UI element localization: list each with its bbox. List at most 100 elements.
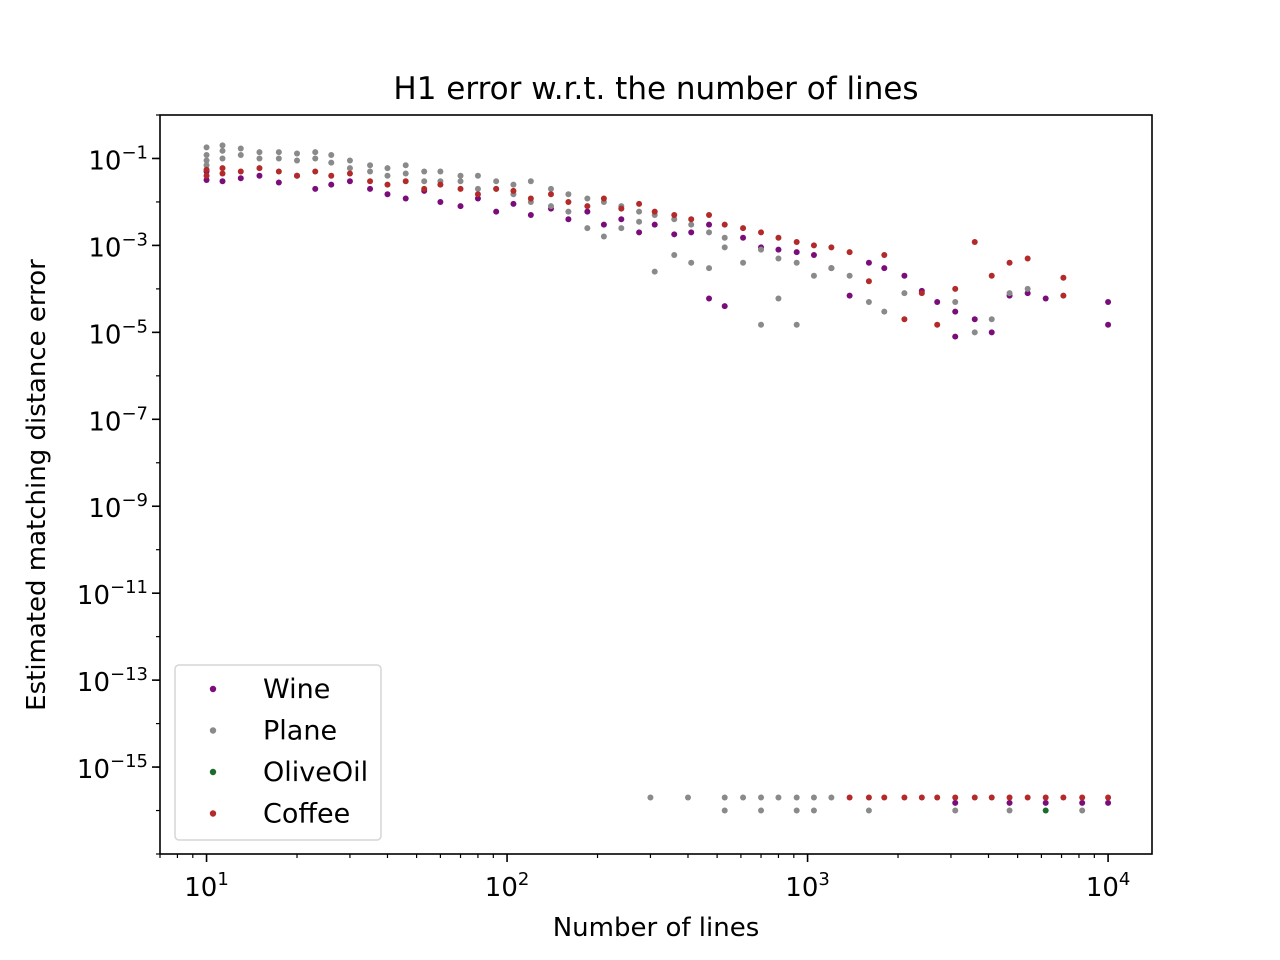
- point-coffee: [918, 794, 925, 801]
- y-tick-label-exponent: −1: [121, 142, 148, 163]
- point-plane: [547, 203, 554, 210]
- chart-title: H1 error w.r.t. the number of lines: [393, 71, 918, 107]
- point-wine: [346, 178, 353, 185]
- legend-label-coffee: Coffee: [263, 799, 350, 830]
- point-wine: [901, 272, 908, 279]
- point-coffee: [493, 185, 500, 192]
- point-plane: [493, 178, 500, 185]
- point-wine: [934, 298, 941, 305]
- point-plane: [328, 152, 335, 159]
- point-coffee: [600, 195, 607, 202]
- point-coffee: [457, 185, 464, 192]
- point-coffee: [971, 794, 978, 801]
- point-wine: [952, 333, 959, 340]
- points-layer: [203, 142, 1112, 814]
- point-plane: [758, 807, 765, 814]
- point-plane: [810, 794, 817, 801]
- point-plane: [346, 165, 353, 172]
- point-plane: [237, 152, 244, 159]
- point-coffee: [952, 285, 959, 292]
- legend-box: [174, 664, 382, 841]
- x-axis: 101 102 103 104: [159, 854, 1131, 903]
- point-coffee: [846, 794, 853, 801]
- point-coffee: [901, 794, 908, 801]
- point-plane: [421, 168, 428, 175]
- point-coffee: [934, 794, 941, 801]
- x-tick-label-base: 10: [785, 873, 818, 903]
- point-plane: [721, 244, 728, 251]
- point-plane: [565, 191, 572, 198]
- point-coffee: [706, 212, 713, 219]
- point-plane: [636, 218, 643, 225]
- point-coffee: [775, 234, 782, 241]
- point-wine: [1105, 321, 1112, 328]
- point-coffee: [865, 794, 872, 801]
- point-plane: [219, 155, 226, 162]
- point-plane: [881, 308, 888, 315]
- y-tick-label-base: 10: [77, 755, 110, 785]
- y-tick-label: 10−5: [88, 316, 148, 350]
- point-plane: [600, 233, 607, 240]
- point-plane: [793, 321, 800, 328]
- point-wine: [312, 185, 319, 192]
- point-wine: [237, 175, 244, 182]
- legend-label-plane: Plane: [263, 716, 337, 747]
- point-oliveoil: [1042, 807, 1049, 814]
- x-tick-label: 104: [1086, 869, 1131, 903]
- point-wine: [952, 799, 959, 806]
- point-coffee: [636, 200, 643, 207]
- point-plane: [865, 298, 872, 305]
- point-coffee: [758, 229, 765, 236]
- point-wine: [651, 221, 658, 228]
- point-plane: [384, 165, 391, 172]
- point-coffee: [237, 168, 244, 175]
- point-plane: [367, 162, 374, 169]
- point-wine: [706, 295, 713, 302]
- point-wine: [775, 246, 782, 253]
- point-coffee: [527, 195, 534, 202]
- point-plane: [584, 225, 591, 232]
- point-coffee: [219, 170, 226, 177]
- point-wine: [510, 200, 517, 207]
- point-plane: [346, 157, 353, 164]
- point-plane: [203, 157, 210, 164]
- point-wine: [219, 178, 226, 185]
- point-coffee: [988, 272, 995, 279]
- point-plane: [474, 185, 481, 192]
- point-wine: [1042, 295, 1049, 302]
- point-coffee: [203, 172, 210, 179]
- point-wine: [971, 316, 978, 323]
- point-coffee: [275, 168, 282, 175]
- legend-marker-plane: [209, 727, 217, 734]
- point-plane: [651, 268, 658, 275]
- point-coffee: [1079, 794, 1086, 801]
- point-wine: [618, 216, 625, 223]
- legend-label-wine: Wine: [263, 674, 330, 705]
- point-plane: [988, 316, 995, 323]
- point-wine: [493, 208, 500, 215]
- point-plane: [237, 145, 244, 152]
- point-coffee: [1006, 259, 1013, 266]
- point-coffee: [203, 166, 210, 173]
- point-wine: [256, 172, 263, 179]
- point-plane: [647, 794, 654, 801]
- y-tick-label-base: 10: [88, 494, 121, 524]
- point-plane: [793, 807, 800, 814]
- point-coffee: [918, 290, 925, 297]
- point-coffee: [256, 165, 263, 172]
- point-plane: [684, 794, 691, 801]
- point-coffee: [565, 198, 572, 205]
- point-wine: [474, 195, 481, 202]
- point-wine: [328, 181, 335, 188]
- point-coffee: [881, 252, 888, 259]
- point-plane: [565, 208, 572, 215]
- point-plane: [367, 168, 374, 175]
- legend-marker-wine: [209, 685, 217, 693]
- point-plane: [203, 162, 210, 169]
- point-coffee: [1024, 794, 1031, 801]
- point-plane: [810, 807, 817, 814]
- y-tick-label: 10−7: [88, 403, 148, 437]
- point-wine: [810, 252, 817, 259]
- point-coffee: [618, 205, 625, 212]
